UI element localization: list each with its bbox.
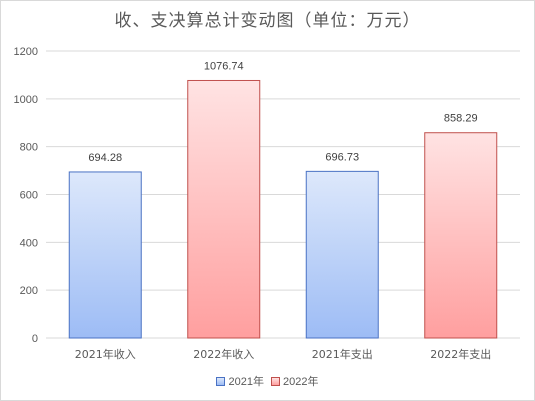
x-tick-label: 2021年支出 bbox=[312, 347, 373, 361]
x-tick-label: 2022年收入 bbox=[193, 347, 254, 361]
data-label: 694.28 bbox=[88, 152, 122, 164]
bar bbox=[424, 132, 498, 339]
x-tick-label: 2021年收入 bbox=[75, 347, 136, 361]
y-tick-label: 1000 bbox=[14, 94, 38, 106]
legend-item-2021: 2021年 bbox=[216, 373, 264, 389]
legend-swatch-2021 bbox=[216, 376, 226, 386]
y-tick-label: 0 bbox=[32, 333, 38, 345]
data-label: 696.73 bbox=[325, 151, 359, 163]
bar bbox=[305, 170, 379, 339]
chart-title: 收、支决算总计变动图（单位：万元） bbox=[114, 11, 421, 31]
y-tick-label: 600 bbox=[20, 190, 38, 202]
y-axis-tick-labels: 0 200 400 600 800 1000 1200 bbox=[14, 46, 38, 345]
y-tick-label: 1200 bbox=[14, 46, 38, 58]
x-axis-tick-labels: 2021年收入 2022年收入 2021年支出 2022年支出 bbox=[75, 347, 492, 361]
bar bbox=[68, 171, 142, 339]
data-label: 858.29 bbox=[444, 113, 478, 125]
legend-item-2022: 2022年 bbox=[271, 373, 319, 389]
legend-label-2021: 2021年 bbox=[228, 376, 264, 388]
data-labels: 694.28 1076.74 696.73 858.29 bbox=[88, 60, 477, 163]
bars bbox=[68, 79, 498, 339]
legend: 2021年 2022年 bbox=[0, 373, 535, 389]
bar bbox=[187, 79, 261, 339]
legend-swatch-2022 bbox=[271, 376, 281, 386]
x-tick-label: 2022年支出 bbox=[430, 347, 491, 361]
y-tick-label: 200 bbox=[20, 285, 38, 297]
legend-label-2022: 2022年 bbox=[283, 376, 319, 388]
y-tick-label: 400 bbox=[20, 237, 38, 249]
data-label: 1076.74 bbox=[204, 60, 244, 72]
y-tick-label: 800 bbox=[20, 142, 38, 154]
